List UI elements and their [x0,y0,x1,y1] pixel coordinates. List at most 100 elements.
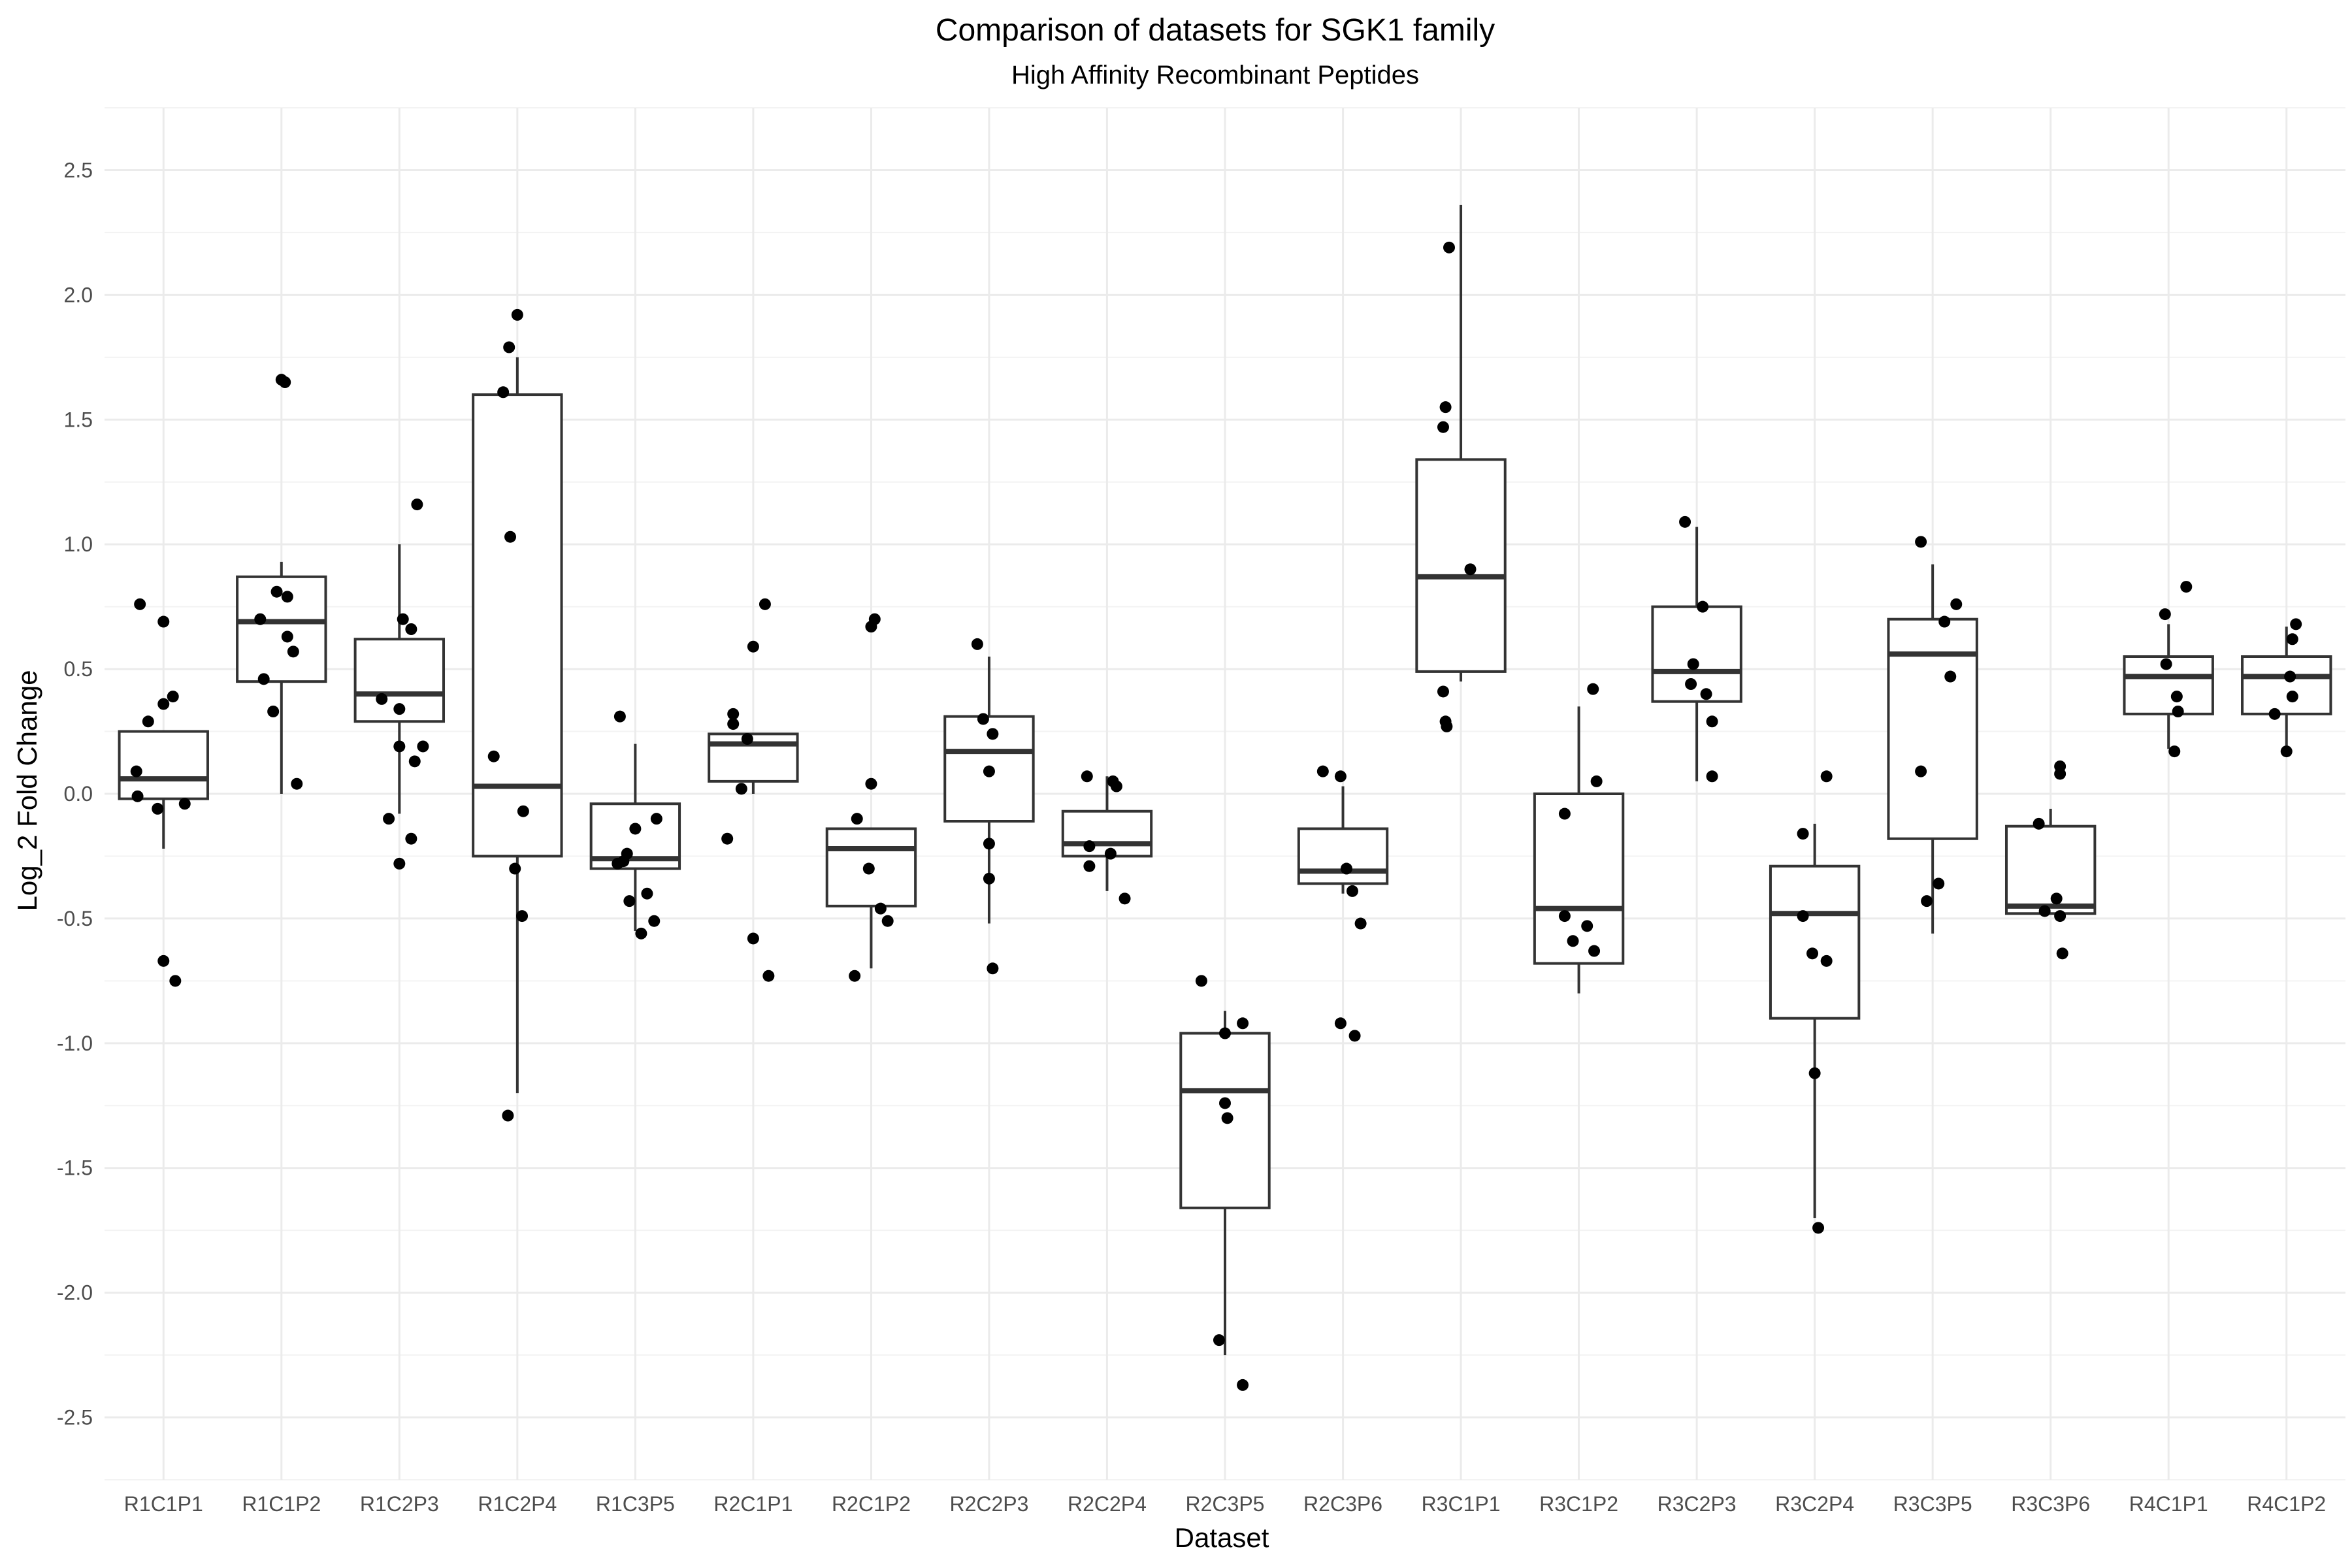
data-point [487,750,500,762]
data-point [1679,515,1691,528]
data-point [849,970,861,982]
data-point [851,813,863,825]
data-point [762,970,775,982]
data-point [1567,935,1579,947]
box [1415,458,1507,673]
x-tick-label: R2C2P3 [949,1492,1028,1516]
data-point [1110,780,1122,792]
data-point [1820,770,1833,783]
data-point [1700,688,1712,700]
box [2004,825,2097,915]
data-point [1797,828,1809,840]
data-point [881,915,894,927]
chart-title: Comparison of datasets for SGK1 family [936,13,1495,48]
data-point [1221,1112,1233,1124]
data-point [727,718,740,730]
x-tick-label: R1C1P2 [242,1492,321,1516]
data-point [1443,241,1455,253]
data-point [254,613,267,625]
y-tick-label: -2.0 [57,1281,93,1305]
data-point [1348,1030,1361,1042]
data-point [393,740,406,753]
data-point [511,308,523,321]
data-point [987,962,999,975]
y-tick-label: -0.5 [57,907,93,930]
data-point [1439,401,1452,414]
y-tick-label: -1.5 [57,1156,93,1180]
data-point [169,975,182,987]
data-point [2290,618,2302,630]
data-point [152,802,164,815]
data-point [157,615,170,628]
data-point [1581,920,1593,932]
data-point [376,693,388,705]
data-point [142,715,154,728]
data-point [417,740,429,753]
data-point [509,862,521,875]
y-tick-label: 2.5 [64,158,93,182]
data-point [1083,860,1096,872]
data-point [503,341,515,353]
data-point [405,623,417,635]
data-point [987,728,999,740]
y-axis-title: Log_2 Fold Change [12,670,42,911]
data-point [2286,691,2298,703]
data-point [383,813,395,825]
data-point [408,755,421,768]
data-point [1464,563,1477,576]
data-point [1213,1334,1225,1347]
box [708,732,799,783]
y-axis-ticks: 2.5 2.0 1.5 1.0 0.5 0.0 -0.5 -1.0 -1.5 -2.0 -2.5 [57,158,93,1429]
data-point [648,915,661,927]
y-tick-label: 2.0 [64,283,93,306]
data-point [281,630,293,643]
x-tick-label: R2C1P2 [832,1492,911,1516]
box [118,730,209,800]
data-point [1950,598,1963,610]
data-point [2054,910,2066,923]
data-point [759,598,771,610]
data-point [865,777,877,790]
x-tick-label: R2C1P1 [713,1492,792,1516]
data-point [1706,715,1718,728]
box [1769,864,1861,1020]
y-tick-label: 1.0 [64,532,93,556]
box [1061,809,1153,858]
data-point [1437,421,1449,433]
x-tick-label: R2C3P6 [1303,1492,1382,1516]
data-point [2038,905,2051,917]
data-point [1104,847,1117,860]
data-point [1687,658,1699,670]
data-point [281,591,293,603]
data-point [1441,720,1453,732]
data-point [1437,685,1449,698]
data-point [1808,1067,1821,1079]
data-point [405,832,417,845]
y-tick-label: 1.5 [64,408,93,431]
data-point [1558,910,1571,923]
x-tick-label: R3C2P3 [1658,1492,1737,1516]
data-point [1590,775,1603,787]
data-point [2033,817,2045,830]
data-point [157,955,170,967]
data-point [267,706,280,717]
data-point [2159,608,2171,621]
data-point [1334,1017,1347,1030]
data-point [2284,670,2296,683]
data-point [2168,745,2181,758]
data-point [397,613,409,625]
data-point [2160,658,2172,670]
x-tick-label: R3C3P5 [1893,1492,1972,1516]
data-point [1354,917,1367,930]
x-tick-label: R3C3P6 [2011,1492,2090,1516]
data-point [1812,1222,1825,1234]
data-point [167,691,179,703]
box [1297,827,1389,885]
data-point [517,805,529,817]
x-tick-label: R3C1P2 [1539,1492,1618,1516]
x-tick-label: R4C1P1 [2129,1492,2208,1516]
data-point [1938,615,1951,628]
data-point [650,813,662,825]
data-point [1237,1017,1249,1030]
data-point [1921,895,1933,907]
